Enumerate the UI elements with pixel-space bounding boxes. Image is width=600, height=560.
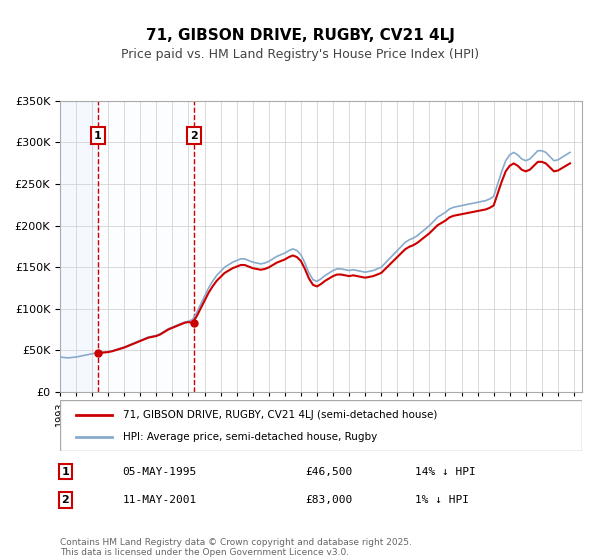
Text: 1: 1: [94, 130, 101, 141]
Text: 2: 2: [190, 130, 198, 141]
Text: 05-MAY-1995: 05-MAY-1995: [122, 466, 197, 477]
Text: Contains HM Land Registry data © Crown copyright and database right 2025.
This d: Contains HM Land Registry data © Crown c…: [60, 538, 412, 557]
Text: £83,000: £83,000: [305, 495, 353, 505]
Text: HPI: Average price, semi-detached house, Rugby: HPI: Average price, semi-detached house,…: [122, 432, 377, 442]
Bar: [60, 101, 194, 392]
Text: 71, GIBSON DRIVE, RUGBY, CV21 4LJ: 71, GIBSON DRIVE, RUGBY, CV21 4LJ: [146, 28, 454, 43]
FancyBboxPatch shape: [60, 400, 582, 451]
Text: 1% ↓ HPI: 1% ↓ HPI: [415, 495, 469, 505]
Text: 2: 2: [61, 495, 69, 505]
Text: 11-MAY-2001: 11-MAY-2001: [122, 495, 197, 505]
Text: Price paid vs. HM Land Registry's House Price Index (HPI): Price paid vs. HM Land Registry's House …: [121, 48, 479, 60]
Text: 14% ↓ HPI: 14% ↓ HPI: [415, 466, 476, 477]
Text: 71, GIBSON DRIVE, RUGBY, CV21 4LJ (semi-detached house): 71, GIBSON DRIVE, RUGBY, CV21 4LJ (semi-…: [122, 409, 437, 419]
Text: £46,500: £46,500: [305, 466, 353, 477]
Text: 1: 1: [61, 466, 69, 477]
Bar: [60, 101, 98, 392]
